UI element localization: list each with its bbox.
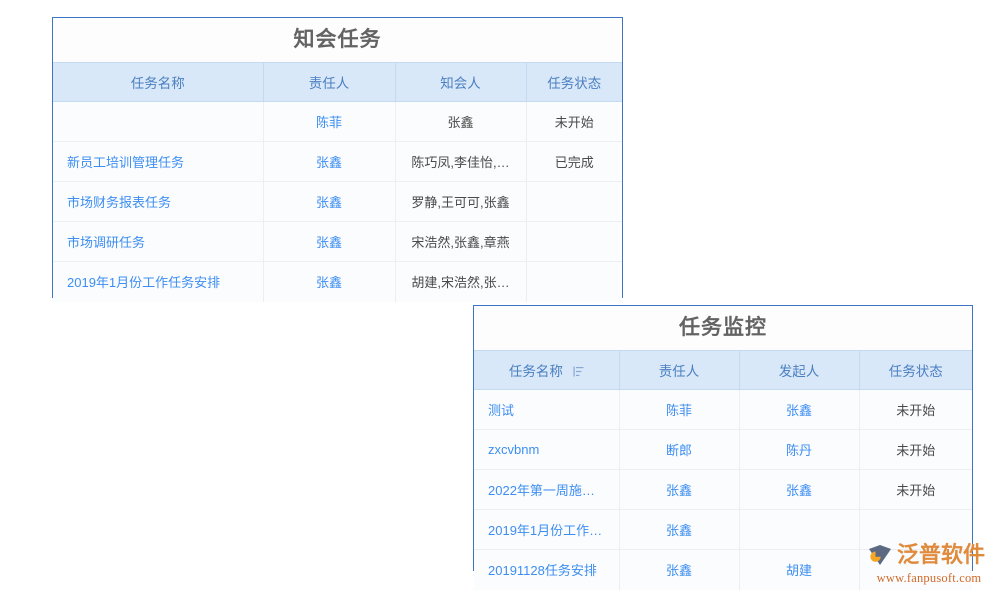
cell-owner[interactable]: 张鑫 <box>263 141 396 182</box>
panel-monitor-title: 任务监控 <box>474 306 972 350</box>
table-header-row: 任务名称 责任人 知会人 任务状态 <box>53 62 622 102</box>
cell-owner[interactable]: 张鑫 <box>263 221 396 262</box>
table-row[interactable]: 2022年第一周施工… 张鑫 张鑫 未开始 <box>474 469 972 510</box>
task-monitor-table: 任务名称 责任人 发起人 任务状态 测试 <box>474 350 972 590</box>
brand-watermark: 泛普软件 www.fanpusoft.com <box>866 540 992 588</box>
cell-task-name[interactable]: 2019年1月份工作任务安排 <box>53 261 264 302</box>
cell-owner[interactable]: 张鑫 <box>619 549 740 590</box>
panel-notify-tasks: 知会任务 任务名称 责任人 知会人 任务状态 陈菲 张鑫 未开始 新员工培训管理… <box>52 17 623 302</box>
cell-initiator[interactable]: 陈丹 <box>739 429 860 470</box>
cell-owner[interactable]: 陈菲 <box>263 101 396 142</box>
column-header-task-name[interactable]: 任务名称 <box>474 350 620 390</box>
column-header-task-name[interactable]: 任务名称 <box>53 62 264 102</box>
table-row[interactable]: zxcvbnm 断郎 陈丹 未开始 <box>474 429 972 470</box>
cell-task-name[interactable]: 新员工培训管理任务 <box>53 141 264 182</box>
cell-status: 未开始 <box>859 389 972 430</box>
panel-notify-title: 知会任务 <box>53 18 622 62</box>
column-header-label: 知会人 <box>440 76 481 91</box>
cell-owner[interactable]: 张鑫 <box>619 509 740 550</box>
cell-task-name[interactable]: 20191128任务安排 <box>474 549 620 590</box>
sort-icon[interactable] <box>573 366 584 377</box>
column-header-label: 任务状态 <box>547 76 602 91</box>
cell-status <box>859 509 972 550</box>
panel-task-monitor: 任务监控 任务名称 责任人 发起 <box>473 305 973 590</box>
cell-status: 已完成 <box>526 141 622 182</box>
cell-initiator[interactable]: 张鑫 <box>739 469 860 510</box>
column-header-label: 任务名称 <box>130 76 185 91</box>
table-row[interactable]: 2019年1月份工作… 张鑫 <box>474 509 972 550</box>
cell-initiator[interactable]: 张鑫 <box>739 389 860 430</box>
cell-status <box>526 181 622 222</box>
fanpu-logo-icon <box>866 541 894 569</box>
table-row[interactable]: 测试 陈菲 张鑫 未开始 <box>474 389 972 430</box>
table-header-row: 任务名称 责任人 发起人 任务状态 <box>474 350 972 390</box>
notify-tasks-table: 任务名称 责任人 知会人 任务状态 陈菲 张鑫 未开始 新员工培训管理任务 张鑫… <box>53 62 622 302</box>
column-header-owner[interactable]: 责任人 <box>619 350 740 390</box>
table-row[interactable]: 新员工培训管理任务 张鑫 陈巧凤,李佳怡,… 已完成 <box>53 141 622 182</box>
column-header-label: 发起人 <box>778 364 820 379</box>
table-row[interactable]: 市场财务报表任务 张鑫 罗静,王可可,张鑫 <box>53 181 622 222</box>
cell-status: 未开始 <box>859 429 972 470</box>
brand-logo-row: 泛普软件 <box>866 540 992 570</box>
cell-notified: 陈巧凤,李佳怡,… <box>395 141 527 182</box>
cell-notified: 胡建,宋浩然,张… <box>395 261 527 302</box>
column-header-status[interactable]: 任务状态 <box>526 62 622 102</box>
cell-initiator[interactable]: 胡建 <box>739 549 860 590</box>
column-header-status[interactable]: 任务状态 <box>859 350 972 390</box>
cell-status <box>526 221 622 262</box>
column-header-label: 任务状态 <box>888 364 943 379</box>
table-row[interactable]: 20191128任务安排 张鑫 胡建 <box>474 549 972 590</box>
column-header-label: 责任人 <box>308 76 350 91</box>
column-header-owner[interactable]: 责任人 <box>263 62 396 102</box>
cell-owner[interactable]: 张鑫 <box>263 261 396 302</box>
column-header-initiator[interactable]: 发起人 <box>739 350 860 390</box>
cell-owner[interactable]: 断郎 <box>619 429 740 470</box>
column-header-label: 任务名称 <box>508 364 563 379</box>
brand-name: 泛普软件 <box>897 542 986 567</box>
cell-owner[interactable]: 张鑫 <box>619 469 740 510</box>
cell-status: 未开始 <box>859 469 972 510</box>
cell-notified: 宋浩然,张鑫,章燕 <box>395 221 527 262</box>
cell-status: 未开始 <box>526 101 622 142</box>
column-header-label: 责任人 <box>658 364 700 379</box>
cell-task-name[interactable]: 测试 <box>474 389 620 430</box>
cell-task-name[interactable]: 2022年第一周施工… <box>474 469 620 510</box>
brand-url: www.fanpusoft.com <box>876 571 982 585</box>
cell-notified: 罗静,王可可,张鑫 <box>395 181 527 222</box>
table-row[interactable]: 陈菲 张鑫 未开始 <box>53 101 622 142</box>
cell-task-name[interactable]: 市场调研任务 <box>53 221 264 262</box>
cell-task-name[interactable] <box>53 101 264 142</box>
cell-notified: 张鑫 <box>395 101 527 142</box>
cell-task-name[interactable]: 2019年1月份工作… <box>474 509 620 550</box>
column-header-notified[interactable]: 知会人 <box>395 62 527 102</box>
cell-owner[interactable]: 张鑫 <box>263 181 396 222</box>
table-row[interactable]: 2019年1月份工作任务安排 张鑫 胡建,宋浩然,张… <box>53 261 622 302</box>
table-row[interactable]: 市场调研任务 张鑫 宋浩然,张鑫,章燕 <box>53 221 622 262</box>
cell-owner[interactable]: 陈菲 <box>619 389 740 430</box>
cell-task-name[interactable]: 市场财务报表任务 <box>53 181 264 222</box>
cell-initiator[interactable] <box>739 509 860 550</box>
cell-status <box>526 261 622 302</box>
cell-task-name[interactable]: zxcvbnm <box>474 429 620 470</box>
